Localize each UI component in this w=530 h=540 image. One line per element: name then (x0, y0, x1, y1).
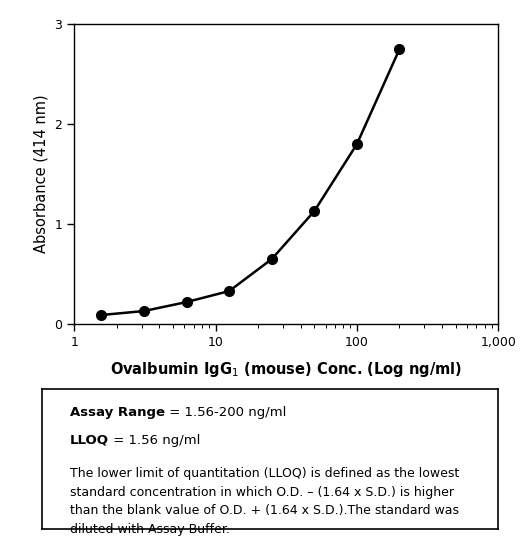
Text: Ovalbumin IgG$_1$ (mouse) Conc. (Log ng/ml): Ovalbumin IgG$_1$ (mouse) Conc. (Log ng/… (110, 360, 462, 380)
Text: = 1.56-200 ng/ml: = 1.56-200 ng/ml (165, 406, 286, 419)
Text: Assay Range = 1.56-200 ng/ml: Assay Range = 1.56-200 ng/ml (70, 406, 277, 419)
Text: LLOQ: LLOQ (70, 434, 109, 447)
Text: = 1.56 ng/ml: = 1.56 ng/ml (109, 434, 200, 447)
Text: Assay Range: Assay Range (70, 406, 165, 419)
Y-axis label: Absorbance (414 nm): Absorbance (414 nm) (34, 95, 49, 253)
Text: The lower limit of quantitation (LLOQ) is defined as the lowest
standard concent: The lower limit of quantitation (LLOQ) i… (70, 468, 459, 536)
